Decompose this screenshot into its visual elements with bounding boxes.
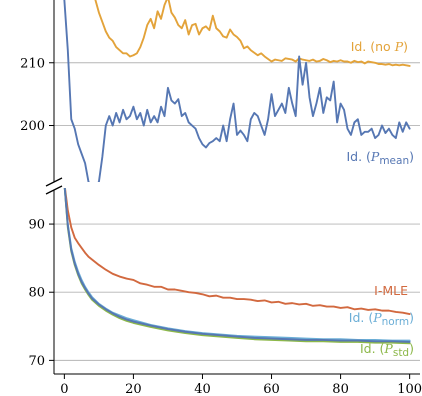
bottom-ytick-label-90: 90 xyxy=(28,218,45,233)
top-series-line-0 xyxy=(94,0,411,67)
label-id-no-p: Id. (no P) xyxy=(351,39,408,54)
series-annotations: Id. (no P) Id. (Pmean) I-MLE Id. (Pnorm) Id.… xyxy=(346,39,414,359)
xtick-label-40: 40 xyxy=(194,382,211,396)
top-panel-series xyxy=(63,0,411,182)
label-id-p-std: Id. (Pstd) xyxy=(360,341,414,359)
label-id-p-mean: Id. (Pmean) xyxy=(346,149,414,167)
tick-labels: 200 210 70 80 90 0 20 40 60 80 100 xyxy=(20,56,422,396)
top-ytick-label-210: 210 xyxy=(20,56,45,71)
top-ytick-label-200: 200 xyxy=(20,119,45,134)
xtick-label-100: 100 xyxy=(397,382,422,396)
bottom-ytick-label-80: 80 xyxy=(28,286,45,301)
xtick-label-0: 0 xyxy=(60,382,68,396)
axes xyxy=(45,0,420,379)
axis-break-mark-top xyxy=(45,177,63,187)
xtick-label-60: 60 xyxy=(263,382,280,396)
label-i-mle: I-MLE xyxy=(374,283,408,298)
top-series-line-1 xyxy=(63,0,411,182)
label-id-p-norm: Id. (Pnorm) xyxy=(349,310,414,328)
xtick-label-20: 20 xyxy=(125,382,142,396)
xtick-label-80: 80 xyxy=(332,382,349,396)
axis-break-mark-bottom xyxy=(45,185,63,195)
bottom-panel-grid xyxy=(54,223,420,361)
bottom-series-line-3 xyxy=(63,188,411,343)
bottom-ytick-label-70: 70 xyxy=(28,354,45,369)
bottom-panel-series xyxy=(63,188,411,345)
bottom-series-line-0 xyxy=(64,188,411,315)
